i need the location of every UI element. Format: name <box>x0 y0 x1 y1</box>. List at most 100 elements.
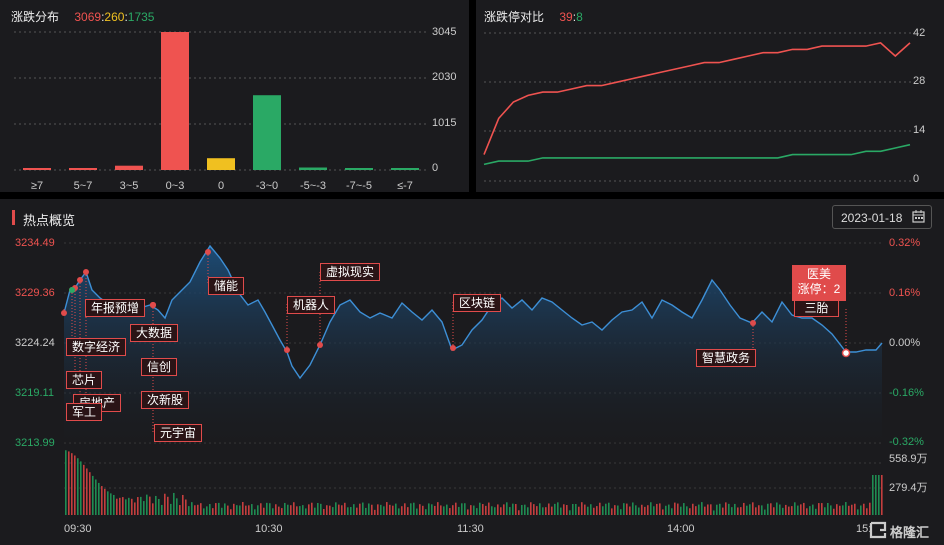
dist-bar <box>115 165 143 170</box>
volume-bar <box>824 507 826 515</box>
volume-bar <box>416 508 418 515</box>
volume-bar <box>539 503 541 515</box>
volume-bar <box>761 505 763 515</box>
volume-bar <box>587 506 589 515</box>
volume-bar <box>500 507 502 515</box>
volume-bar <box>176 498 178 515</box>
calendar-icon <box>912 210 925 223</box>
sep: : <box>124 10 128 24</box>
volume-bar <box>95 479 97 515</box>
volume-bar <box>620 509 622 515</box>
volume-bar <box>215 503 217 515</box>
time-tick: 14:00 <box>667 523 695 535</box>
volume-bar <box>674 502 676 515</box>
volume-bar <box>596 506 598 515</box>
down-count: 1735 <box>127 10 155 24</box>
volume-bar <box>599 502 601 515</box>
volume-bar <box>443 506 445 515</box>
pct-ytick: -0.16% <box>889 387 924 399</box>
pct-ytick: -0.32% <box>889 436 924 448</box>
volume-bar <box>650 502 652 515</box>
hot-tag[interactable]: 次新股 <box>141 391 190 409</box>
popup-count: 涨停：2 <box>797 282 841 296</box>
hot-tag[interactable]: 储能 <box>208 277 245 295</box>
volume-bar <box>746 505 748 515</box>
volume-bar <box>797 505 799 515</box>
hot-tag[interactable]: 虚拟现实 <box>320 263 381 281</box>
volume-bar <box>833 508 835 515</box>
volume-bar <box>872 475 874 515</box>
dist-category-label: -3~0 <box>256 180 278 192</box>
volume-bar <box>197 504 199 515</box>
volume-bar <box>203 508 205 515</box>
hot-popup[interactable]: 医美 涨停：2 <box>792 265 846 301</box>
date-picker-button[interactable]: 2023-01-18 <box>832 205 932 229</box>
hot-tag[interactable]: 机器人 <box>287 296 336 314</box>
volume-bar <box>68 451 70 515</box>
volume-bar <box>623 503 625 515</box>
volume-bar <box>161 504 163 515</box>
volume-bar <box>788 506 790 515</box>
volume-bar <box>413 502 415 515</box>
volume-bar <box>209 504 211 515</box>
volume-bar <box>821 503 823 515</box>
price-ytick: 3229.36 <box>15 287 55 299</box>
hot-tag[interactable]: 三胎 <box>794 299 839 317</box>
dist-ytick: 1015 <box>432 117 457 129</box>
volume-bar <box>641 504 643 515</box>
limit-series-line <box>483 143 911 166</box>
volume-bar <box>71 453 73 515</box>
limit-ytick: 42 <box>913 27 926 39</box>
volume-bar <box>422 505 424 515</box>
volume-bar <box>557 502 559 515</box>
dist-category-label: ≤-7 <box>397 180 413 192</box>
volume-bar <box>254 509 256 515</box>
volume-bar <box>350 506 352 515</box>
hot-tag[interactable]: 智慧政务 <box>696 349 757 367</box>
volume-bar <box>854 503 856 515</box>
volume-bar <box>119 497 121 515</box>
volume-bar <box>842 505 844 515</box>
volume-bar <box>146 494 148 515</box>
volume-bar <box>191 502 193 515</box>
volume-bar <box>335 502 337 515</box>
volume-bar <box>635 505 637 515</box>
volume-bar <box>359 503 361 515</box>
volume-bar <box>461 503 463 515</box>
volume-bar <box>395 503 397 515</box>
volume-bar <box>83 464 85 515</box>
dist-bar <box>207 158 235 170</box>
volume-bar <box>470 505 472 515</box>
volume-bar <box>227 505 229 515</box>
limit-up-count: 39 <box>559 10 573 24</box>
dist-ytick: 2030 <box>432 71 457 83</box>
volume-bar <box>257 505 259 515</box>
volume-bar <box>602 506 604 515</box>
hot-tag[interactable]: 芯片 <box>66 371 103 389</box>
volume-bar <box>275 504 277 515</box>
hot-tag[interactable]: 信创 <box>141 358 178 376</box>
hot-area-fill <box>64 246 882 443</box>
volume-bar <box>581 502 583 515</box>
volume-bar <box>836 504 838 515</box>
logo-icon <box>869 521 887 539</box>
hot-tag[interactable]: 区块链 <box>453 294 502 312</box>
hot-tag[interactable]: 大数据 <box>130 324 179 342</box>
hot-tag[interactable]: 数字经济 <box>66 338 127 356</box>
hot-tag[interactable]: 军工 <box>66 403 103 421</box>
price-ytick: 3224.24 <box>15 337 55 349</box>
volume-bar <box>455 502 457 515</box>
volume-bar <box>713 510 715 515</box>
volume-bar <box>452 505 454 515</box>
volume-bar <box>104 488 106 515</box>
hot-tag[interactable]: 元宇宙 <box>154 424 203 442</box>
limit-series-line <box>483 42 911 155</box>
volume-bar <box>605 503 607 515</box>
volume-bar <box>401 506 403 515</box>
logo-text: 格隆汇 <box>890 525 930 540</box>
hot-tag[interactable]: 年报预增 <box>85 299 146 317</box>
volume-bar <box>737 507 739 515</box>
volume-bar <box>848 505 850 515</box>
volume-bar <box>512 503 514 515</box>
